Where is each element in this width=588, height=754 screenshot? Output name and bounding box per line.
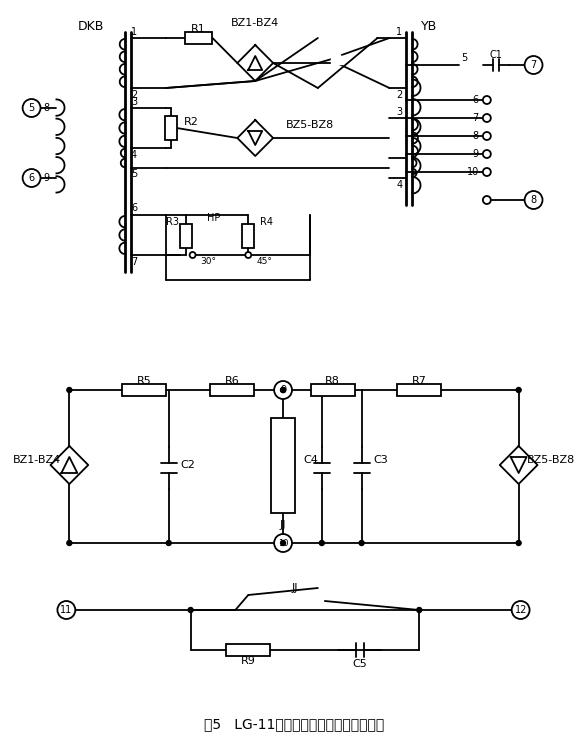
Text: 11: 11	[60, 605, 72, 615]
Text: 10: 10	[278, 538, 288, 547]
Text: C1: C1	[489, 50, 502, 60]
Text: R8: R8	[325, 376, 340, 386]
Text: 8: 8	[473, 131, 479, 141]
Text: 图5   LG-11型功率方向继电器原理电路图: 图5 LG-11型功率方向继电器原理电路图	[204, 717, 384, 731]
Circle shape	[280, 388, 286, 393]
Text: BZ1-BZ4: BZ1-BZ4	[231, 18, 279, 28]
Text: C5: C5	[352, 659, 367, 669]
Text: 6: 6	[131, 203, 137, 213]
Bar	[331, 56, 343, 64]
Text: 9: 9	[280, 385, 286, 395]
Text: C3: C3	[373, 455, 388, 465]
Text: 7: 7	[473, 113, 479, 123]
Circle shape	[280, 388, 286, 393]
Text: 7: 7	[530, 60, 537, 70]
Bar	[211, 384, 254, 396]
Bar	[397, 384, 441, 396]
Text: 4: 4	[131, 150, 137, 160]
Bar	[271, 418, 295, 513]
Circle shape	[58, 601, 75, 619]
Circle shape	[483, 96, 491, 104]
Circle shape	[67, 541, 72, 545]
Text: HP: HP	[207, 213, 220, 223]
Text: 5: 5	[131, 169, 137, 179]
Circle shape	[516, 541, 521, 545]
Circle shape	[417, 608, 422, 612]
Polygon shape	[500, 446, 537, 484]
Circle shape	[245, 252, 251, 258]
Circle shape	[483, 114, 491, 122]
Text: 9: 9	[473, 149, 479, 159]
Circle shape	[524, 191, 543, 209]
Bar	[226, 644, 270, 656]
Bar	[311, 384, 355, 396]
Text: 1: 1	[396, 27, 402, 37]
Bar	[185, 32, 212, 44]
Text: 12: 12	[514, 605, 527, 615]
Polygon shape	[238, 120, 273, 156]
Circle shape	[22, 99, 41, 117]
Circle shape	[22, 169, 41, 187]
Text: 6: 6	[473, 95, 479, 105]
Text: JJ: JJ	[280, 520, 286, 530]
Text: YB: YB	[421, 20, 437, 32]
Circle shape	[319, 541, 325, 545]
Text: 8: 8	[530, 195, 537, 205]
Circle shape	[67, 388, 72, 393]
Text: R5: R5	[136, 376, 151, 386]
Circle shape	[189, 252, 196, 258]
Bar	[165, 116, 177, 140]
Text: 6: 6	[28, 173, 35, 183]
Text: BZ5-BZ8: BZ5-BZ8	[286, 120, 334, 130]
Circle shape	[512, 601, 530, 619]
Polygon shape	[51, 446, 88, 484]
Text: 45°: 45°	[256, 258, 272, 266]
Text: R1: R1	[191, 24, 206, 34]
Text: 5: 5	[461, 53, 467, 63]
Circle shape	[483, 150, 491, 158]
Circle shape	[274, 381, 292, 399]
Text: R7: R7	[412, 376, 427, 386]
Text: 1: 1	[131, 27, 137, 37]
Text: 5: 5	[28, 103, 35, 113]
Text: 7: 7	[131, 257, 137, 267]
Circle shape	[516, 388, 521, 393]
Text: R6: R6	[225, 376, 240, 386]
Text: 2: 2	[131, 90, 137, 100]
Text: R4: R4	[260, 217, 273, 227]
Bar	[242, 224, 254, 248]
Circle shape	[359, 541, 364, 545]
Bar	[180, 224, 192, 248]
Text: 2: 2	[396, 90, 403, 100]
Circle shape	[280, 541, 286, 545]
Text: 10: 10	[467, 167, 479, 177]
Circle shape	[483, 168, 491, 176]
Text: DKB: DKB	[78, 20, 105, 32]
Text: R9: R9	[241, 656, 256, 666]
Circle shape	[483, 132, 491, 140]
Text: 9: 9	[44, 173, 49, 183]
Circle shape	[274, 534, 292, 552]
Circle shape	[524, 56, 543, 74]
Text: R3: R3	[166, 217, 179, 227]
Text: BZ5-BZ8: BZ5-BZ8	[527, 455, 575, 465]
Circle shape	[483, 196, 491, 204]
Text: 3: 3	[131, 97, 137, 107]
Text: C4: C4	[303, 455, 318, 465]
Polygon shape	[238, 45, 273, 81]
Text: 30°: 30°	[201, 258, 216, 266]
Text: R2: R2	[183, 117, 199, 127]
Text: C2: C2	[181, 460, 196, 470]
Text: JJ: JJ	[292, 583, 298, 593]
Text: 8: 8	[44, 103, 49, 113]
Text: 3: 3	[396, 107, 402, 117]
Text: BZ1-BZ4: BZ1-BZ4	[13, 455, 61, 465]
Circle shape	[166, 541, 171, 545]
Bar	[122, 384, 166, 396]
Text: 4: 4	[396, 180, 402, 190]
Circle shape	[188, 608, 193, 612]
